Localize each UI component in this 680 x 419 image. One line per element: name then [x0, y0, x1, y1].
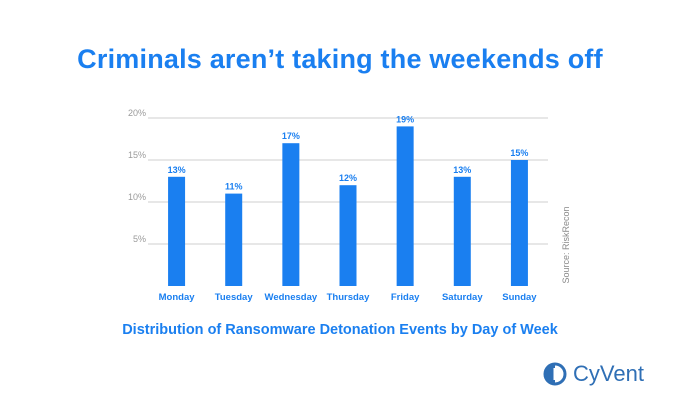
x-tick-label: Friday [391, 292, 420, 303]
data-label: 11% [225, 182, 243, 192]
data-label: 15% [510, 148, 528, 158]
y-tick-label: 5% [133, 234, 146, 244]
y-tick-label: 20% [128, 108, 146, 118]
bar [282, 143, 300, 286]
x-tick-label: Thursday [327, 292, 370, 303]
bar [396, 126, 414, 287]
x-tick-label: Monday [159, 292, 196, 303]
bar [339, 185, 357, 286]
bar [510, 160, 528, 286]
headline: Criminals aren’t taking the weekends off [77, 44, 603, 74]
chart-subtitle: Distribution of Ransomware Detonation Ev… [122, 322, 558, 338]
data-label: 13% [168, 165, 186, 175]
y-tick-label: 15% [128, 150, 146, 160]
x-tick-label: Tuesday [215, 292, 254, 303]
logo-text: CyVent [573, 361, 644, 386]
data-label: 19% [396, 114, 414, 124]
bar [453, 176, 471, 286]
x-tick-label: Saturday [442, 292, 483, 303]
source-label: Source: RiskRecon [561, 206, 571, 284]
bar [225, 193, 243, 286]
cyvent-logo-icon [543, 362, 567, 386]
bar [168, 176, 186, 286]
data-label: 13% [453, 165, 471, 175]
data-label: 12% [339, 173, 357, 183]
y-tick-label: 10% [128, 192, 146, 202]
x-tick-label: Wednesday [265, 292, 318, 303]
brand-logo: CyVent [543, 361, 644, 387]
data-label: 17% [282, 131, 300, 141]
x-tick-label: Sunday [502, 292, 537, 303]
